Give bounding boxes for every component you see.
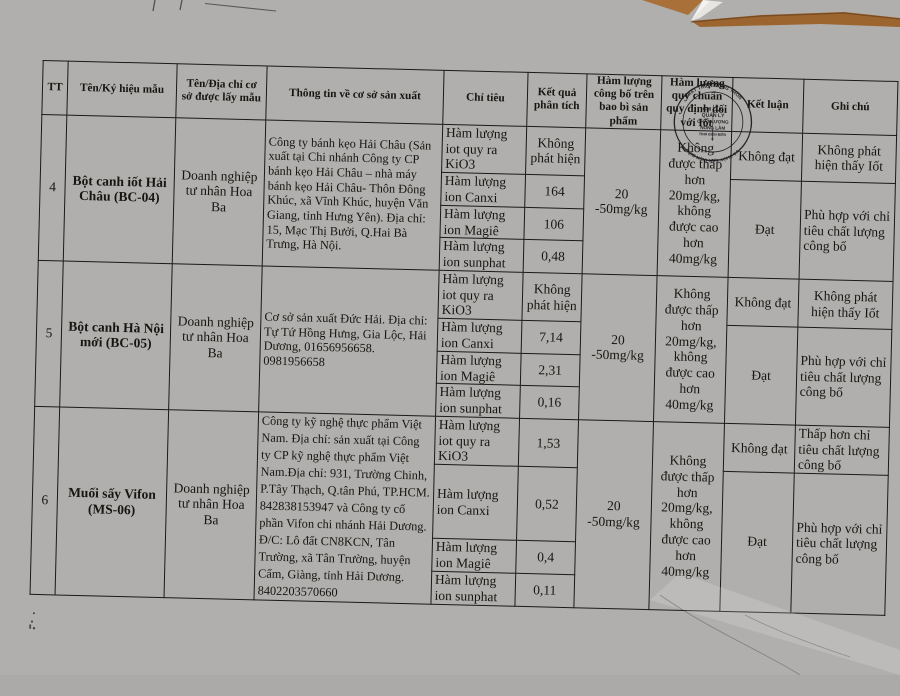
svg-text:★: ★ — [711, 136, 715, 141]
svg-text:VÀ THỦY SẢN ĐIỆN BIÊN: VÀ THỦY SẢN ĐIỆN BIÊN — [684, 147, 740, 165]
